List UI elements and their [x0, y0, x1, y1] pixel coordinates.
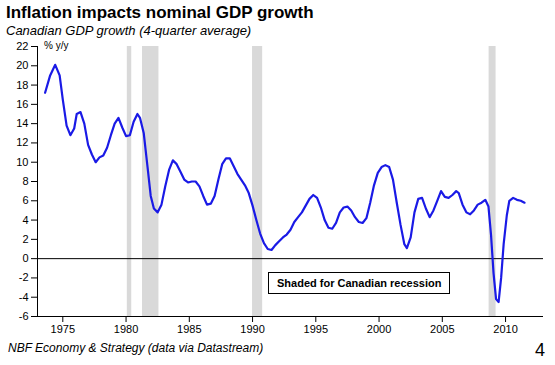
html-text:NBF Economy & Strategy (data v: NBF Economy & Strategy (data via Datastr… [8, 341, 264, 355]
svg-text:20: 20 [16, 59, 28, 71]
svg-text:18: 18 [16, 79, 28, 91]
svg-text:4: 4 [22, 214, 28, 226]
html-text:4: 4 [535, 340, 545, 360]
svg-text:1980: 1980 [114, 323, 138, 335]
svg-text:0: 0 [22, 252, 28, 264]
html-text:Shaded for Canadian recession: Shaded for Canadian recession [277, 277, 442, 289]
svg-text:-4: -4 [19, 291, 29, 303]
html-text:% y/y: % y/y [44, 40, 69, 51]
svg-text:2000: 2000 [367, 323, 391, 335]
svg-text:-6: -6 [19, 310, 29, 322]
svg-text:2010: 2010 [493, 323, 517, 335]
svg-text:1975: 1975 [51, 323, 75, 335]
svg-text:8: 8 [22, 175, 28, 187]
svg-text:22: 22 [16, 40, 28, 52]
svg-text:6: 6 [22, 194, 28, 206]
svg-text:1985: 1985 [177, 323, 201, 335]
html-text:Canadian GDP growth (4-quarter: Canadian GDP growth (4-quarter average) [6, 23, 252, 38]
svg-text:10: 10 [16, 156, 28, 168]
svg-text:12: 12 [16, 136, 28, 148]
html-text:Inflation impacts nominal GDP: Inflation impacts nominal GDP growth [6, 3, 314, 22]
svg-text:-2: -2 [19, 271, 29, 283]
svg-text:16: 16 [16, 98, 28, 110]
svg-text:2: 2 [22, 233, 28, 245]
svg-text:2005: 2005 [430, 323, 454, 335]
svg-text:1990: 1990 [240, 323, 264, 335]
svg-text:14: 14 [16, 117, 28, 129]
svg-text:1995: 1995 [304, 323, 328, 335]
